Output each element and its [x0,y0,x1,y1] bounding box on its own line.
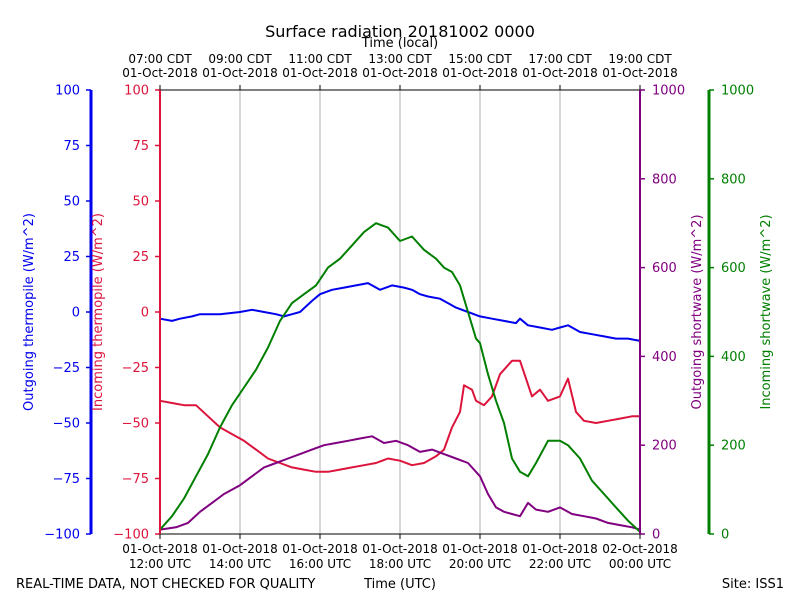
out_lw-tick-label: −25 [53,361,80,376]
top-tick-date: 01-Oct-2018 [122,66,198,80]
in_sw-tick-label: 600 [721,261,746,276]
series-lines [159,222,641,533]
out_sw-tick-label: 800 [652,172,677,187]
chart-title: Surface radiation 20181002 0000 [265,22,535,41]
in_lw-tick-label: −75 [122,472,149,487]
bottom-tick-date: 01-Oct-2018 [442,542,518,556]
series-line-in_sw [159,222,641,533]
out_lw-tick-label: 75 [63,139,80,154]
out_lw-tick-label: 100 [55,84,80,99]
bottom-tick-time: 00:00 UTC [609,557,671,571]
series-line-in_lw [159,359,640,473]
incoming-shortwave-label: Incoming shortwave (W/m^2) [759,214,774,409]
out_sw-tick-label: 200 [652,439,677,454]
in_lw-tick-label: 100 [124,84,149,99]
quality-disclaimer: REAL-TIME DATA, NOT CHECKED FOR QUALITY [16,577,315,592]
bottom-tick-time: 22:00 UTC [529,557,591,571]
bottom-tick-date: 01-Oct-2018 [362,542,438,556]
top-tick-time: 15:00 CDT [448,52,512,66]
outgoing-thermopile-label: Outgoing thermopile (W/m^2) [22,213,37,411]
in_lw-tick-label: 25 [132,250,149,265]
series-line-out_lw [159,282,641,342]
incoming-thermopile-axis: −100 −75 −50 −25 0 25 50 75 100 [113,84,160,543]
in_sw-tick-label: 400 [721,350,746,365]
out_lw-tick-label: −50 [53,417,80,432]
top-tick-date: 01-Oct-2018 [282,66,358,80]
top-tick-time: 09:00 CDT [208,52,272,66]
bottom-tick-time: 16:00 UTC [289,557,351,571]
bottom-tick-time: 12:00 UTC [129,557,191,571]
top-tick-time: 19:00 CDT [608,52,672,66]
out_sw-tick-label: 0 [652,528,660,543]
bottom-tick-time: 18:00 UTC [369,557,431,571]
top-tick-date: 01-Oct-2018 [442,66,518,80]
bottom-tick-date: 01-Oct-2018 [282,542,358,556]
top-tick-date: 01-Oct-2018 [602,66,678,80]
out_sw-tick-label: 400 [652,350,677,365]
in_sw-tick-label: 1000 [721,84,754,99]
top-tick-time: 07:00 CDT [128,52,192,66]
in_lw-tick-label: 50 [132,195,149,210]
in_lw-tick-label: 75 [132,139,149,154]
in_lw-tick-label: −25 [122,361,149,376]
out_lw-tick-label: 0 [72,306,80,321]
in_sw-tick-label: 200 [721,439,746,454]
series-line-out_sw [159,435,641,531]
out_lw-tick-label: 50 [63,195,80,210]
out_lw-tick-label: −75 [53,472,80,487]
out_sw-tick-label: 600 [652,261,677,276]
top-tick-date: 01-Oct-2018 [202,66,278,80]
outgoing-shortwave-label: Outgoing shortwave (W/m^2) [690,214,705,409]
out_lw-tick-label: 25 [63,250,80,265]
top-tick-time: 17:00 CDT [528,52,592,66]
top-tick-time: 13:00 CDT [368,52,432,66]
top-tick-date: 01-Oct-2018 [522,66,598,80]
out_sw-tick-label: 1000 [652,84,685,99]
bottom-tick-time: 20:00 UTC [449,557,511,571]
site-label: Site: ISS1 [722,577,784,592]
bottom-tick-date: 01-Oct-2018 [202,542,278,556]
out_lw-tick-label: −100 [44,528,80,543]
in_sw-tick-label: 800 [721,172,746,187]
bottom-tick-date: 01-Oct-2018 [122,542,198,556]
bottom-tick-date: 01-Oct-2018 [522,542,598,556]
in_lw-tick-label: −100 [113,528,149,543]
bottom-tick-time: 14:00 UTC [209,557,271,571]
incoming-thermopile-label: Incoming thermopile (W/m^2) [91,213,106,411]
x-axis-label: Time (UTC) [363,577,436,592]
top-axis-label: Time (local) [361,36,438,51]
top-tick-time: 11:00 CDT [288,52,352,66]
bottom-tick-date: 02-Oct-2018 [602,542,678,556]
top-tick-date: 01-Oct-2018 [362,66,438,80]
in_sw-tick-label: 0 [721,528,729,543]
in_lw-tick-label: −50 [122,417,149,432]
in_lw-tick-label: 0 [141,306,149,321]
outgoing-shortwave-axis: 0 200 400 600 800 1000 [640,84,685,543]
incoming-shortwave-axis: 0 200 400 600 800 1000 [709,84,754,543]
outgoing-thermopile-axis: −100 −75 −50 −25 0 25 50 75 100 [44,84,91,543]
